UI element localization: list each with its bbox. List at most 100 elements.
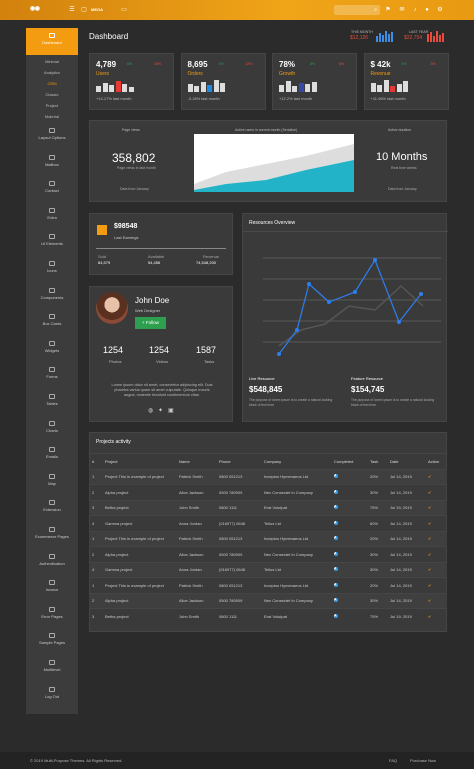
action-cell[interactable]: ✔	[425, 484, 447, 500]
purchase-link[interactable]: Purchase Now	[410, 758, 437, 763]
table-row[interactable]: 1 Project This is example of project Patri…	[89, 530, 447, 547]
edit-check-icon[interactable]: ✔	[428, 474, 432, 480]
sidebar-subitem[interactable]: Project	[45, 103, 59, 108]
sidebar-item-widgets[interactable]: Widgets	[26, 340, 78, 353]
table-cell: Jul 14, 2019	[387, 577, 425, 593]
search-input[interactable]: ⌕	[334, 5, 380, 15]
table-cell: Inceptos Hymenaeos Ltd	[261, 577, 331, 593]
sidebar-subitem[interactable]: Material	[44, 114, 60, 119]
stat-label: Growth	[279, 71, 296, 77]
edit-check-icon[interactable]: ✔	[428, 598, 432, 604]
sidebar-item-components[interactable]: Components	[26, 287, 78, 300]
table-row[interactable]: 1 Project This is example of project Patri…	[89, 577, 447, 593]
menu-toggle-icon[interactable]: ☰	[69, 7, 75, 13]
edit-check-icon[interactable]: ✔	[428, 567, 432, 573]
column-header[interactable]: Phone	[216, 453, 261, 469]
edit-check-icon[interactable]: ✔	[428, 505, 432, 511]
sidebar-item-sample-pages[interactable]: Sample Pages	[26, 633, 78, 645]
sidebar-item-box-cards[interactable]: Box Cards	[26, 314, 78, 326]
fullscreen-icon[interactable]: ▢	[81, 7, 87, 13]
edit-check-icon[interactable]: ✔	[428, 520, 432, 526]
sidebar-item-icons[interactable]: Icons	[26, 261, 78, 273]
action-cell[interactable]: ✔	[425, 546, 447, 562]
sidebar-item-ecommerce-pages[interactable]: Ecommerce Pages	[26, 527, 78, 539]
table-cell: (016977) 0648	[216, 561, 261, 578]
notification-bell-icon[interactable]: ♪	[413, 7, 417, 13]
table-row[interactable]: 2 Alpha project Alice Jackson 0500 780909 Ne…	[89, 484, 447, 500]
action-cell[interactable]: ✔	[425, 515, 447, 531]
follow-button[interactable]: + Follow	[135, 317, 166, 329]
edit-check-icon[interactable]: ✔	[428, 582, 432, 588]
action-cell[interactable]: ✔	[425, 530, 447, 547]
sidebar-item-forms[interactable]: Forms	[26, 367, 78, 379]
table-row[interactable]: 1 Project This is example of project Patri…	[89, 468, 447, 485]
edit-check-icon[interactable]: ✔	[428, 551, 432, 557]
stat-foot: +12.2% last month	[279, 96, 313, 101]
table-row[interactable]: 2 Alpha project Alice Jackson 0500 780909 Ne…	[89, 546, 447, 562]
edit-check-icon[interactable]: ✔	[428, 489, 432, 495]
sidebar-item-tables[interactable]: Tables	[26, 394, 78, 406]
table-cell: John Smith	[176, 608, 216, 624]
sidebar-item-authentication[interactable]: Authentication	[26, 553, 78, 566]
action-cell[interactable]: ✔	[425, 561, 447, 578]
ecommerce-pages-icon	[49, 527, 55, 532]
column-header[interactable]: #	[89, 453, 102, 469]
sidebar-item-error-pages[interactable]: Error Pages	[26, 606, 78, 619]
sidebar-item-charts[interactable]: Charts	[26, 420, 78, 433]
sidebar-subitem[interactable]: Analytics	[43, 70, 60, 75]
sidebar-item-extension[interactable]: Extension	[26, 500, 78, 512]
stat-mini-bars	[187, 78, 225, 92]
table-row[interactable]: 3 Betha project John Smith 0800 1111 Erat Vo…	[89, 499, 447, 516]
flag-icon[interactable]: ⚑	[385, 7, 391, 13]
social-globe-icon[interactable]: ◍	[148, 408, 154, 414]
sidebar-item-multilevel[interactable]: Multilevel	[26, 660, 78, 672]
action-cell[interactable]: ✔	[425, 577, 447, 593]
sidebar-item-mailbox[interactable]: Mailbox	[26, 154, 78, 167]
sidebar-item-extra[interactable]: Extra	[26, 207, 78, 220]
mail-icon[interactable]: ✉	[399, 7, 405, 13]
duration-label: Active duration	[388, 128, 412, 132]
faq-link[interactable]: FAQ	[389, 758, 398, 763]
column-header[interactable]: Date	[387, 453, 425, 469]
sidebar-item-map[interactable]: Map	[26, 473, 78, 486]
stat-trend-up: 8%	[310, 62, 316, 66]
mega-menu-button[interactable]: MEGA	[91, 7, 103, 12]
page-views-label: Page views	[122, 128, 140, 132]
sidebar-item-log-out[interactable]: Log Out	[26, 686, 78, 699]
table-row[interactable]: 4 Gamma project Anna Jordan (016977) 0648 Te…	[89, 561, 447, 578]
sidebar-subitem[interactable]: Minimal	[45, 59, 59, 64]
table-row[interactable]: 2 Alpha project Alice Jackson 0500 780909 Ne…	[89, 592, 447, 609]
edit-check-icon[interactable]: ✔	[428, 614, 432, 619]
column-header[interactable]: Completed	[331, 453, 367, 469]
user-avatar-icon[interactable]: ●	[425, 7, 429, 13]
table-row[interactable]: 3 Betha project John Smith 0800 1111 Erat Vo…	[89, 608, 447, 624]
mini-bar	[213, 80, 219, 92]
action-cell[interactable]: ✔	[425, 608, 447, 624]
sidebar-item-contact[interactable]: Contact	[26, 181, 78, 193]
mini-bar	[207, 85, 212, 92]
column-header[interactable]: Name	[176, 453, 216, 469]
social-twitter-icon[interactable]: ✦	[158, 408, 164, 414]
pie-icon	[334, 582, 338, 587]
action-cell[interactable]: ✔	[425, 592, 447, 609]
action-cell[interactable]: ✔	[425, 499, 447, 516]
social-facebook-icon[interactable]: ▣	[168, 408, 174, 414]
sidebar-item-emails[interactable]: Emails	[26, 447, 78, 459]
table-cell: Project This is example of project	[102, 468, 176, 485]
table-row[interactable]: 4 Gamma project Anna Jordan (016977) 0648 Te…	[89, 515, 447, 531]
column-header[interactable]: Company	[261, 453, 331, 469]
sidebar-item-layout-options[interactable]: Layout Options	[26, 128, 78, 140]
sidebar-item-invoice[interactable]: Invoice	[26, 580, 78, 592]
column-header[interactable]: Project	[102, 453, 176, 469]
edit-check-icon[interactable]: ✔	[428, 536, 432, 542]
app-logo[interactable]: ◉◉	[30, 6, 40, 12]
sidebar-subitem[interactable]: Classic	[45, 92, 59, 97]
column-header[interactable]: Task	[367, 453, 387, 469]
sidebar-subitem[interactable]: CRM	[47, 81, 57, 86]
settings-gear-icon[interactable]: ⚙	[437, 7, 443, 13]
column-header[interactable]: Action	[425, 453, 447, 469]
sidebar-item-ui-elements[interactable]: UI Elements	[26, 234, 78, 246]
folder-icon[interactable]: ▭	[121, 7, 127, 13]
action-cell[interactable]: ✔	[425, 468, 447, 485]
sidebar-item-dashboard[interactable]: Dashboard	[26, 28, 78, 55]
